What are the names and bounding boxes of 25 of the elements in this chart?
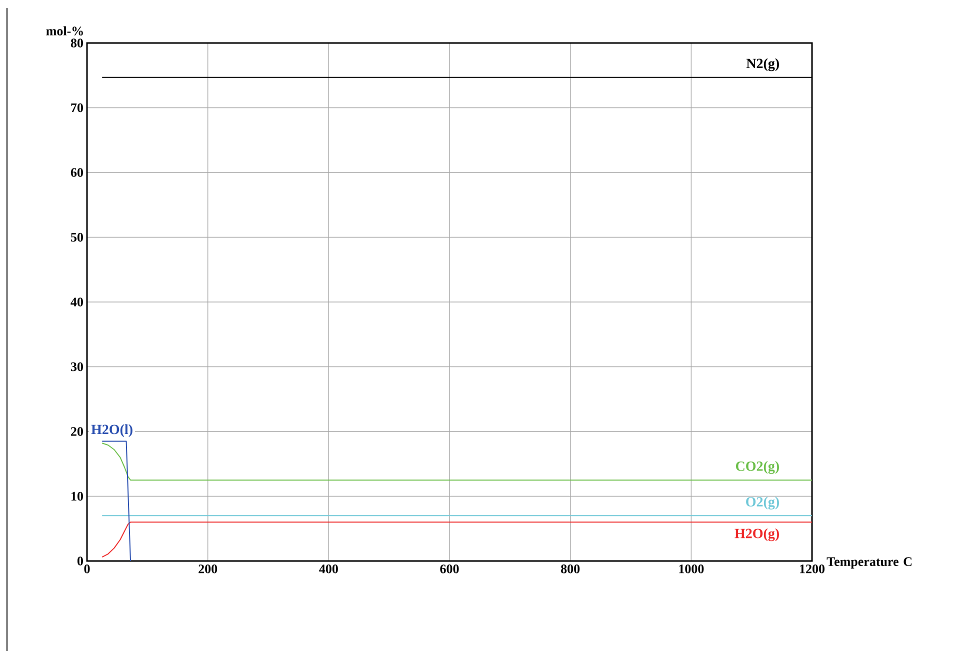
x-tick-label: 0 xyxy=(84,564,90,574)
series-label: N2(g) xyxy=(746,58,779,72)
x-tick-label: 800 xyxy=(561,564,580,574)
series-label: O2(g) xyxy=(746,496,779,510)
y-tick-label: 40 xyxy=(70,298,83,307)
y-axis-title: mol-% xyxy=(46,26,83,36)
y-tick-label: 70 xyxy=(71,104,83,112)
x-tick-label: 1200 xyxy=(800,564,825,574)
y-tick-label: 50 xyxy=(70,233,83,242)
y-tick-label: 80 xyxy=(70,38,83,48)
x-tick-label: 200 xyxy=(198,564,218,574)
series-label: H2O(g) xyxy=(734,528,779,542)
series-label: H2O(l) xyxy=(91,424,132,438)
y-tick-label: 0 xyxy=(77,556,83,566)
x-tick-label: 1000 xyxy=(679,564,704,574)
series-label: CO2(g) xyxy=(736,461,779,474)
y-tick-label: 30 xyxy=(70,362,83,372)
y-tick-label: 60 xyxy=(70,168,83,178)
y-tick-label: 10 xyxy=(72,492,83,501)
x-axis-title: Temperature C xyxy=(826,558,912,569)
y-tick-label: 20 xyxy=(71,427,83,436)
line-series xyxy=(102,442,813,481)
x-tick-label: 400 xyxy=(319,564,338,574)
line-series xyxy=(102,522,813,558)
x-tick-label: 600 xyxy=(440,564,459,574)
